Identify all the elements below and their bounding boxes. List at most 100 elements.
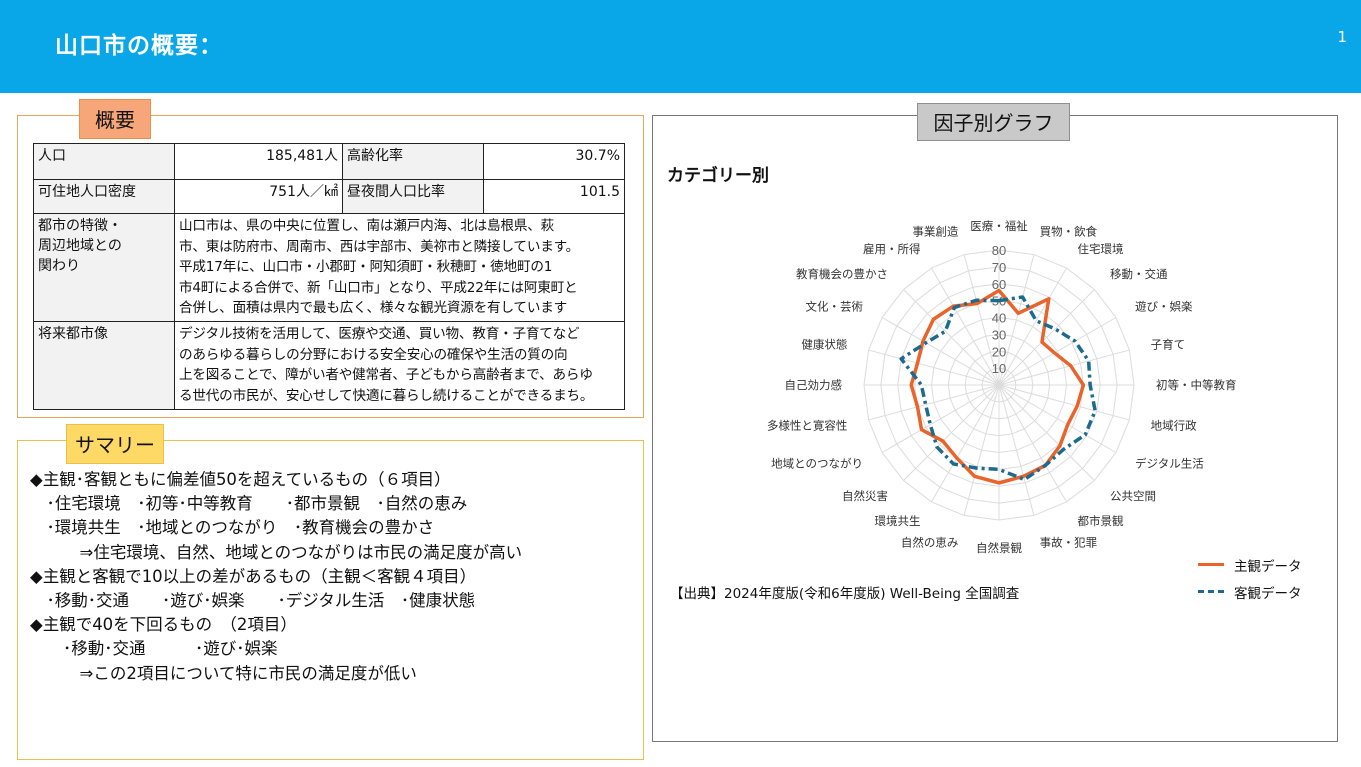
summary-line: ◆主観と客観で10以上の差があるもの（主観＜客観４項目）	[30, 566, 477, 586]
radar-spoke	[998, 384, 1067, 503]
radar-category-label: 初等・中等教育	[1156, 378, 1237, 392]
legend-label-objective: 客観データ	[1234, 585, 1302, 602]
radar-category-label: 遊び・娯楽	[1135, 300, 1193, 314]
overview-table: 人口 185,481人 高齢化率 30.7% 可住地人口密度 751人／㎢ 昼夜…	[33, 143, 625, 410]
features-label-line: 関わり	[38, 258, 80, 274]
radar-spoke	[998, 349, 1130, 386]
radar-spoke	[998, 384, 1130, 421]
legend-swatch-subjective	[1198, 563, 1224, 566]
radar-spoke	[963, 254, 1000, 386]
radar-category-label: 多様性と寛容性	[767, 419, 848, 433]
aging-rate-value: 30.7%	[483, 143, 625, 180]
legend-item-objective: 客観データ	[1198, 578, 1302, 605]
radar-spoke	[998, 317, 1117, 386]
radar-category-label: 移動・交通	[1110, 267, 1168, 281]
page-number: 1	[1337, 28, 1347, 46]
summary-line: ･環境共生 ･地域とのつながり ･教育機会の豊かさ	[30, 518, 435, 538]
radar-tick-label: 30	[992, 327, 1006, 342]
radar-tick-label: 20	[992, 344, 1006, 359]
future-text-line: デジタル技術を活用して、医療や交通、買い物、教育・子育てなど	[179, 326, 580, 342]
summary-line: ･移動･交通 ･遊び･娯楽 ･デジタル生活 ･健康状態	[30, 591, 476, 611]
radar-category-label: 文化・芸術	[806, 300, 864, 314]
radar-tick-label: 40	[992, 311, 1006, 326]
radar-spoke	[963, 384, 1000, 516]
radar-spoke	[881, 317, 1000, 386]
future-text-line: る世代の市民が、安心せして快適に暮らし続けることができるまち。	[179, 387, 594, 404]
features-label: 都市の特徴・ 周辺地域との 関わり	[33, 213, 175, 322]
radar-category-label: 都市景観	[1078, 514, 1124, 528]
day-night-ratio-value: 101.5	[483, 179, 625, 214]
future-text-line: 上を図ることで、障がい者や健常者、子どもから高齢者まで、あらゆ	[179, 367, 593, 383]
radar-category-label: 自然災害	[842, 489, 888, 503]
features-label-line: 都市の特徴・	[38, 218, 122, 234]
legend-swatch-objective	[1198, 590, 1224, 593]
day-night-ratio-label: 昼夜間人口比率	[342, 179, 484, 214]
slide-title: 山口市の概要：	[55, 33, 223, 59]
features-text-line: 合併し、面積は県内で最も広く、様々な観光資源を有しています	[179, 300, 568, 316]
radar-category-label: 子育て	[1151, 337, 1186, 351]
features-label-line: 周辺地域との	[38, 238, 122, 254]
summary-line: ･住宅環境 ･初等･中等教育 ･都市景観 ･自然の恵み	[30, 494, 468, 514]
radar-spoke	[903, 384, 1000, 481]
legend-label-subjective: 主観データ	[1234, 558, 1302, 575]
radar-spoke	[931, 384, 1000, 503]
radar-category-label: 公共空間	[1110, 489, 1156, 503]
radar-tick-label: 60	[992, 277, 1006, 292]
radar-category-label: 医療・福祉	[970, 219, 1028, 233]
summary-line: ⇒住宅環境、自然、地域とのつながりは市民の満足度が高い	[30, 542, 523, 562]
overview-label: 概要	[79, 99, 151, 139]
legend-item-subjective: 主観データ	[1198, 551, 1302, 578]
graph-label: 因子別グラフ	[917, 103, 1070, 141]
future-vision-text: デジタル技術を活用して、医療や交通、買い物、教育・子育てなど のあらゆる暮らしの…	[174, 321, 625, 410]
chart-source: 【出典】2024年度版(令和6年度版) Well-Being 全国調査	[670, 586, 1020, 602]
population-value: 185,481人	[174, 143, 343, 180]
radar-tick-label: 80	[992, 243, 1006, 258]
chart-legend: 主観データ 客観データ	[1198, 551, 1302, 605]
radar-category-label: 自然景観	[976, 541, 1022, 555]
population-label: 人口	[33, 143, 175, 180]
radar-spoke	[881, 384, 1000, 453]
radar-spoke	[903, 289, 1000, 386]
summary-line: ◆主観･客観ともに偏差値50を超えているもの（６項目）	[30, 470, 451, 489]
chart-subtitle: カテゴリー別	[667, 166, 769, 186]
radar-category-label: 事業創造	[912, 224, 958, 238]
radar-spoke	[868, 384, 1000, 421]
radar-spoke	[998, 289, 1095, 386]
future-text-line: のあらゆる暮らしの分野における安全安心の確保や生活の質の向	[179, 346, 568, 363]
radar-series-objective	[899, 295, 1097, 482]
radar-category-label: デジタル生活	[1135, 457, 1204, 471]
features-text-line: 市、東は防府市、周南市、西は宇部市、美祢市と隣接しています。	[179, 238, 580, 255]
summary-line: ･移動･交通 ･遊び･娯楽	[30, 639, 278, 659]
radar-category-label: 教育機会の豊かさ	[796, 267, 888, 281]
summary-line: ◆主観で40を下回るもの （2項目）	[30, 615, 297, 635]
summary-line: ⇒この2項目について特に市民の満足度が低い	[30, 663, 417, 683]
summary-box	[17, 440, 644, 760]
radar-spoke	[931, 267, 1000, 386]
density-value: 751人／㎢	[174, 179, 343, 214]
radar-category-label: 健康状態	[801, 337, 847, 351]
features-text-line: 山口市は、県の中央に位置し、南は瀬戸内海、北は島根県、萩	[179, 218, 555, 234]
radar-category-label: 自己効力感	[785, 378, 843, 392]
future-vision-label: 将来都市像	[33, 321, 175, 410]
radar-spoke	[998, 384, 1035, 516]
radar-series-subjective	[909, 288, 1086, 485]
radar-category-label: 住宅環境	[1078, 242, 1124, 256]
summary-label: サマリー	[66, 424, 164, 464]
features-text-line: 市4町による合併で、新「山口市」となり、平成22年には阿東町と	[179, 279, 578, 296]
features-text: 山口市は、県の中央に位置し、南は瀬戸内海、北は島根県、萩 市、東は防府市、周南市…	[174, 213, 625, 322]
radar-tick-label: 10	[992, 361, 1006, 376]
radar-category-label: 自然の恵み	[901, 536, 959, 550]
slide-header: 山口市の概要： 1	[0, 0, 1361, 93]
radar-spoke	[998, 384, 1117, 453]
summary-text: ◆主観･客観ともに偏差値50を超えているもの（６項目） ･住宅環境 ･初等･中等…	[30, 468, 630, 686]
radar-category-label: 地域とのつながり	[771, 457, 863, 471]
radar-tick-label: 70	[992, 260, 1006, 275]
aging-rate-label: 高齢化率	[342, 143, 484, 180]
radar-category-label: 地域行政	[1151, 419, 1197, 433]
density-label: 可住地人口密度	[33, 179, 175, 214]
radar-category-label: 雇用・所得	[863, 242, 921, 256]
radar-spoke	[998, 267, 1067, 386]
overview-box	[17, 115, 644, 418]
radar-spoke	[998, 384, 1095, 481]
